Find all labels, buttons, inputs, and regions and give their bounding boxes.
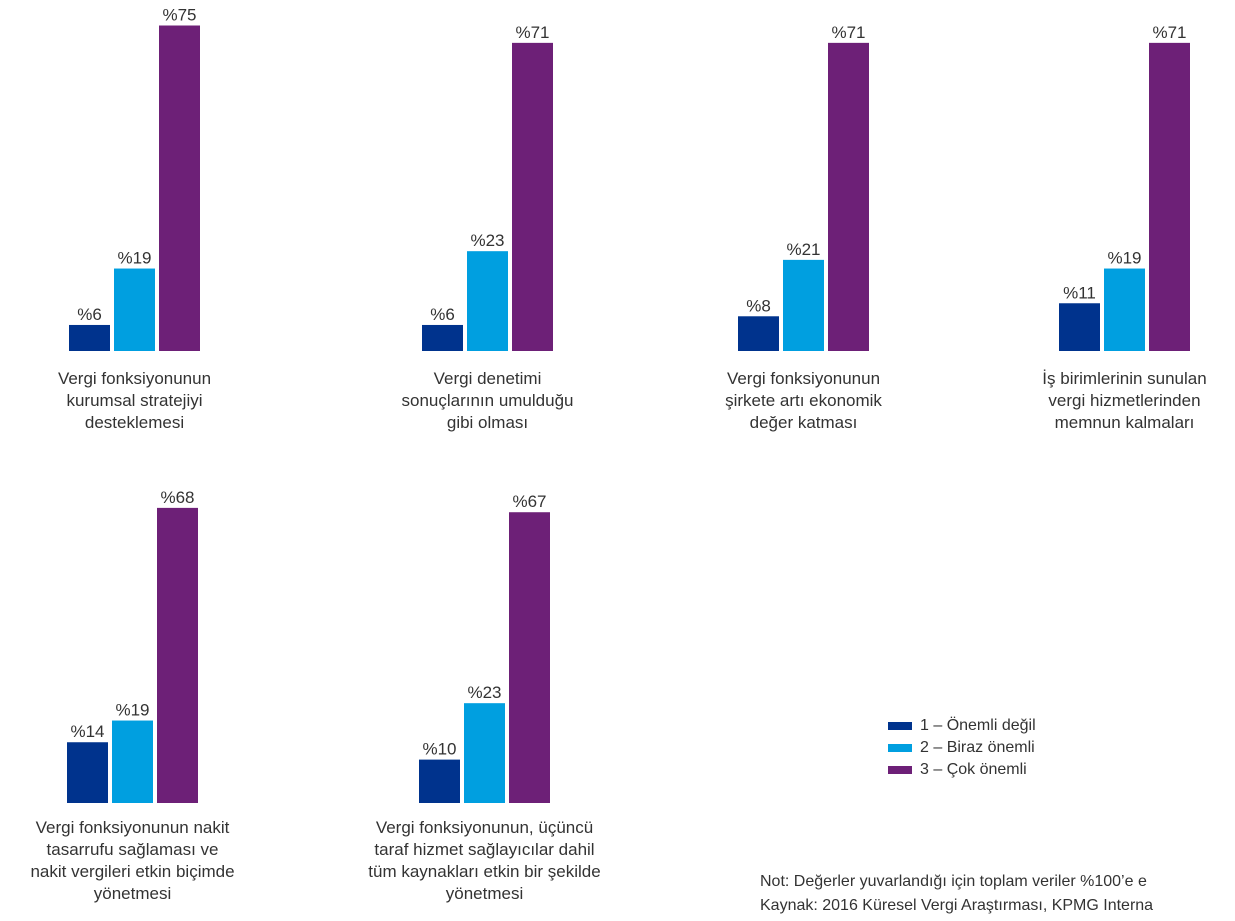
data-label: %68 <box>160 488 194 507</box>
data-label: %11 <box>1063 283 1096 302</box>
category-label: taraf hizmet sağlayıcılar dahil <box>374 840 594 859</box>
source-text: Kaynak: 2016 Küresel Vergi Araştırması, … <box>760 897 1154 914</box>
category-label: Vergi fonksiyonunun nakit <box>36 818 230 837</box>
category-label: Vergi denetimi <box>434 369 542 388</box>
bar <box>67 742 108 803</box>
category-label: gibi olması <box>447 413 528 432</box>
category-label: kurumsal stratejiyi <box>66 391 202 410</box>
chart-panel: %11 %19 %71 İş birimlerinin sunulan vergi hi… <box>1042 23 1206 432</box>
chart-panel: %6 %23 %71 Vergi denetimi sonuçlarının umuld… <box>401 23 573 432</box>
category-label: değer katması <box>750 413 858 432</box>
category-label: memnun kalmaları <box>1055 413 1195 432</box>
chart-panel: %14 %19 %68 Vergi fonksiyonunun nakit tasarr… <box>30 488 234 903</box>
category-label: Vergi fonksiyonunun <box>727 369 880 388</box>
footnotes: Not: Değerler yuvarlandığı için toplam v… <box>760 870 1235 918</box>
data-label: %75 <box>162 6 196 25</box>
data-label: %19 <box>117 249 151 268</box>
legend-item: 3 – Çok önemli <box>888 759 1036 781</box>
data-label: %23 <box>470 231 504 250</box>
bar <box>509 512 550 803</box>
data-label: %21 <box>786 240 820 259</box>
chart-panel: %8 %21 %71 Vergi fonksiyonunun şirkete artı … <box>725 23 882 432</box>
data-label: %14 <box>70 722 104 741</box>
legend-swatch <box>888 722 912 730</box>
data-label: %23 <box>467 683 501 702</box>
bar <box>422 324 463 351</box>
bar <box>157 507 198 803</box>
bar <box>467 251 508 351</box>
legend-swatch <box>888 766 912 774</box>
legend: 1 – Önemli değil 2 – Biraz önemli 3 – Ço… <box>888 715 1036 781</box>
data-label: %6 <box>430 305 455 324</box>
bar <box>159 25 200 351</box>
data-label: %19 <box>1107 249 1141 268</box>
bar <box>114 268 155 351</box>
data-label: %8 <box>746 296 771 315</box>
bar <box>464 703 505 803</box>
data-label: %71 <box>515 23 549 42</box>
note-text: Not: Değerler yuvarlandığı için toplam v… <box>760 873 1147 890</box>
data-label: %67 <box>512 492 546 511</box>
data-label: %6 <box>77 305 102 324</box>
legend-swatch <box>888 744 912 752</box>
legend-label: 2 – Biraz önemli <box>920 739 1035 756</box>
data-label: %19 <box>115 701 149 720</box>
data-label: %71 <box>1152 23 1186 42</box>
bar <box>512 42 553 352</box>
bar <box>69 324 110 351</box>
bar <box>112 720 153 803</box>
legend-item: 2 – Biraz önemli <box>888 737 1036 759</box>
bar <box>1149 42 1190 352</box>
chart-panel: %10 %23 %67 Vergi fonksiyonunun, üçüncü tara… <box>368 492 600 903</box>
legend-label: 3 – Çok önemli <box>920 761 1027 778</box>
category-label: İş birimlerinin sunulan <box>1042 369 1206 388</box>
category-label: tasarrufu sağlaması ve <box>47 840 219 859</box>
category-label: yönetmesi <box>446 884 523 903</box>
category-label: Vergi fonksiyonunun, üçüncü <box>376 818 593 837</box>
bar <box>419 759 460 803</box>
data-label: %71 <box>831 23 865 42</box>
bar <box>1104 268 1145 351</box>
bar <box>828 42 869 352</box>
category-label: yönetmesi <box>94 884 171 903</box>
legend-label: 1 – Önemli değil <box>920 717 1036 734</box>
category-label: şirkete artı ekonomik <box>725 391 882 410</box>
bar <box>1059 303 1100 351</box>
chart-panel: %6 %19 %75 Vergi fonksiyonunun kurumsal stra… <box>58 6 211 433</box>
category-label: Vergi fonksiyonunun <box>58 369 211 388</box>
category-label: desteklemesi <box>85 413 184 432</box>
category-label: nakit vergileri etkin biçimde <box>30 862 234 881</box>
bar <box>783 259 824 351</box>
category-label: vergi hizmetlerinden <box>1048 391 1200 410</box>
legend-item: 1 – Önemli değil <box>888 715 1036 737</box>
data-label: %10 <box>422 740 456 759</box>
bar <box>738 316 779 351</box>
category-label: sonuçlarının umulduğu <box>401 391 573 410</box>
category-label: tüm kaynakları etkin bir şekilde <box>368 862 600 881</box>
